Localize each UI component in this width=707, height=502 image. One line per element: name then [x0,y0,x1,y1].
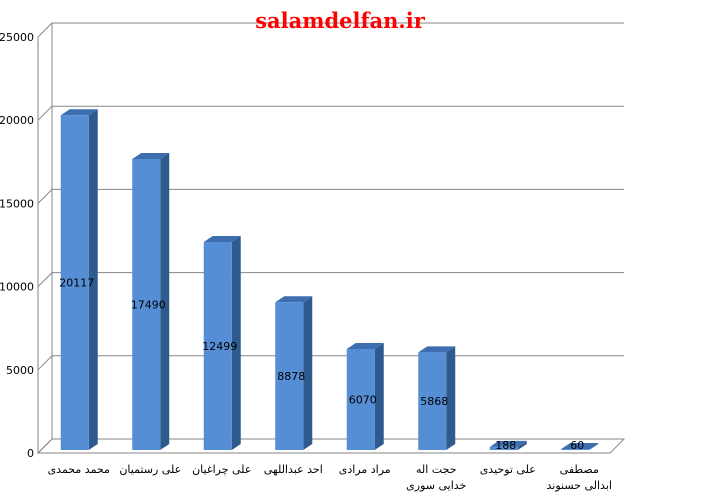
x-category-label: علی رستمیان [119,463,181,476]
data-label: 12499 [202,340,237,353]
chart-title: salamdelfan.ir [255,8,425,33]
bar [418,346,456,450]
bar [561,443,599,450]
data-label: 188 [495,439,516,452]
gridline [37,272,624,287]
bar-top [132,152,170,159]
floor [36,438,626,454]
bar [60,109,98,451]
data-label: 60 [570,439,584,452]
bar-side [374,342,384,450]
bar-front [489,446,518,450]
gridline [37,188,624,204]
bar-front [346,348,375,450]
x-category-label: ابدالی حسنوند [547,479,612,492]
x-category-label: حجت اله [416,463,457,476]
gridline [37,22,624,38]
x-category-label: مصطفی [560,463,599,476]
data-label: 6070 [349,393,377,406]
bar-top [418,346,456,353]
bar-top [489,440,527,447]
bar-side [589,443,599,450]
bar [203,236,241,450]
bar-side [88,109,98,451]
data-label: 17490 [131,298,166,311]
x-category-label: محمد محمدی [48,463,110,476]
bar-front [60,115,89,451]
bar [346,342,384,450]
bar-front [203,242,232,450]
bar-side [303,296,313,450]
x-category-label: علی چراغیان [192,463,251,476]
bar-top [346,342,384,349]
x-category-label: احد عبداللهی [264,463,323,476]
bar [275,296,313,450]
bar-front [418,352,447,450]
y-tick-label: 5000 [6,364,34,377]
gridline [37,355,624,371]
x-category-label: علی توحیدی [480,463,536,476]
x-category-label: مراد مرادی [339,463,391,476]
gridline [37,438,624,454]
bar-top [60,109,98,116]
data-label: 20117 [59,277,94,290]
y-tick-label: 15000 [0,197,34,210]
bar-front [275,302,304,450]
bar-side [160,152,170,450]
data-label: 5868 [420,395,448,408]
gridline [37,105,624,121]
y-tick-label: 10000 [0,281,34,294]
bar-front [561,449,590,450]
y-tick-label: 20000 [0,114,34,127]
data-label: 8878 [277,370,305,383]
bar-side [231,236,241,450]
y-tick-label: 25000 [0,31,34,44]
bar [132,152,170,450]
bar-top [203,236,241,243]
bar-top [561,443,599,450]
bar-side [517,440,527,450]
bar [489,440,527,450]
bar-side [446,346,456,450]
y-tick-label: 0 [27,447,34,460]
bar-front [132,158,161,450]
bar-top [275,296,313,303]
x-category-label: خدایی سوری [406,479,466,492]
